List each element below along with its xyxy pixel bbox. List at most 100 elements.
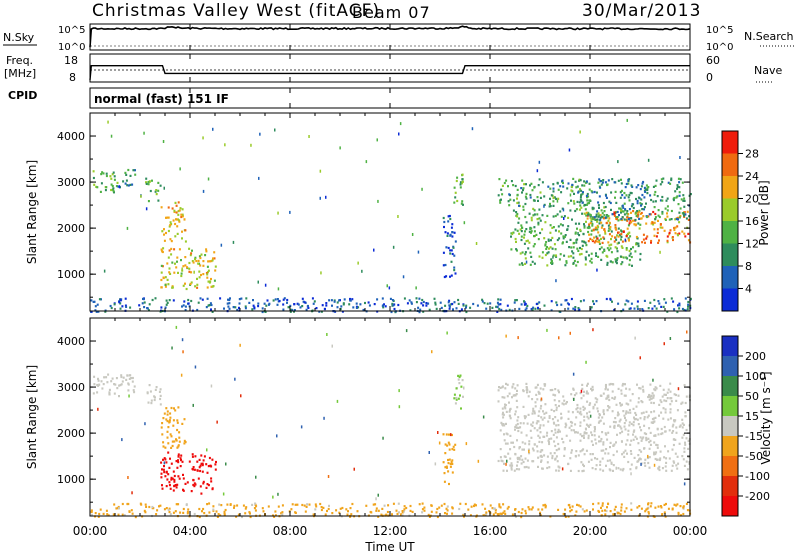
data-cell — [617, 160, 619, 164]
data-cell — [131, 491, 133, 495]
data-cell — [514, 237, 517, 241]
data-cell — [113, 383, 116, 386]
data-cell — [600, 221, 603, 224]
data-cell — [659, 199, 662, 202]
data-cell — [629, 399, 632, 402]
data-cell — [602, 392, 605, 395]
data-cell — [445, 246, 448, 249]
data-cell — [664, 218, 667, 221]
data-cell — [160, 461, 163, 464]
data-cell — [555, 424, 558, 427]
data-cell — [601, 181, 604, 184]
data-cell — [570, 424, 573, 427]
data-cell — [616, 216, 619, 219]
data-cell — [555, 255, 558, 258]
data-cell — [467, 508, 470, 511]
data-cell — [169, 513, 172, 516]
data-cell — [450, 460, 453, 463]
data-cell — [601, 251, 604, 254]
data-cell — [521, 263, 524, 266]
data-cell — [677, 511, 680, 514]
data-cell — [670, 297, 673, 300]
data-cell — [576, 227, 578, 230]
data-cell — [427, 513, 430, 516]
data-cell — [630, 422, 633, 425]
data-cell — [420, 302, 423, 305]
data-cell — [599, 440, 602, 443]
data-cell — [510, 441, 513, 444]
data-cell — [320, 508, 323, 512]
data-cell — [551, 388, 554, 392]
data-cell — [464, 502, 467, 506]
data-cell — [584, 241, 587, 244]
data-cell — [519, 426, 522, 429]
scatter-region — [146, 384, 162, 406]
data-cell — [590, 233, 593, 236]
data-cell — [500, 512, 503, 515]
data-cell — [530, 436, 533, 439]
data-cell — [593, 302, 595, 305]
data-cell — [656, 446, 659, 449]
data-cell — [300, 425, 303, 429]
data-cell — [579, 130, 581, 134]
noise-right-tick-bottom: 10^0 — [706, 42, 733, 53]
data-cell — [396, 512, 399, 515]
data-cell — [549, 389, 552, 392]
data-cell — [614, 224, 617, 227]
data-cell — [675, 399, 678, 402]
data-cell — [508, 410, 511, 413]
data-cell — [179, 167, 181, 171]
data-cell — [652, 401, 655, 405]
data-cell — [628, 249, 631, 252]
data-cell — [556, 460, 559, 463]
data-cell — [541, 251, 544, 254]
data-cell — [112, 171, 115, 174]
data-cell — [458, 382, 461, 385]
data-cell — [517, 336, 519, 340]
data-cell — [629, 191, 632, 194]
data-cell — [226, 302, 229, 305]
data-cell — [170, 446, 173, 449]
data-cell — [90, 510, 93, 513]
data-cell — [632, 206, 635, 210]
data-cell — [552, 255, 554, 259]
data-cell — [504, 442, 507, 445]
data-cell — [115, 185, 118, 188]
data-cell — [266, 299, 269, 302]
data-cell — [465, 310, 468, 314]
data-cell — [550, 239, 552, 242]
data-cell — [595, 254, 598, 257]
data-cell — [210, 477, 213, 480]
data-cell — [523, 466, 526, 469]
data-cell — [508, 414, 511, 417]
data-cell — [194, 455, 197, 458]
data-cell — [541, 214, 544, 217]
data-cell — [164, 285, 167, 288]
data-cell — [605, 254, 608, 257]
data-cell — [428, 451, 430, 454]
data-cell — [129, 183, 132, 186]
data-cell — [577, 191, 580, 194]
data-cell — [328, 504, 330, 507]
data-cell — [106, 381, 109, 384]
data-cell — [554, 404, 557, 407]
data-cell — [523, 183, 526, 186]
data-cell — [455, 396, 458, 400]
data-cell — [518, 217, 521, 220]
data-cell — [349, 299, 352, 302]
data-cell — [568, 148, 571, 152]
colorbar-tick-label: 28 — [745, 148, 759, 161]
data-cell — [323, 416, 325, 420]
x-tick-label: 08:00 — [273, 524, 308, 538]
data-cell — [104, 189, 107, 192]
data-cell — [392, 304, 395, 307]
data-cell — [505, 410, 508, 413]
data-cell — [628, 254, 631, 257]
data-cell — [194, 285, 197, 288]
data-cell — [579, 439, 582, 442]
data-cell — [447, 220, 450, 223]
data-cell — [190, 490, 193, 493]
data-cell — [415, 286, 417, 290]
data-cell — [440, 306, 443, 309]
data-cell — [671, 464, 674, 467]
